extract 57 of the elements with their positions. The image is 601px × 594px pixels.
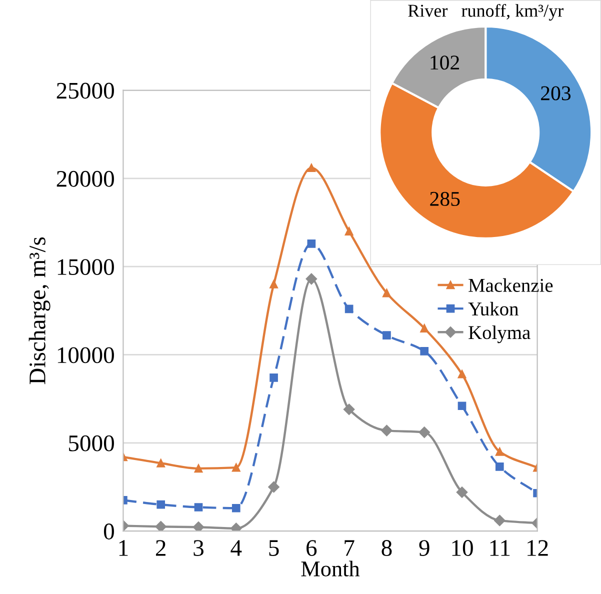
x-tick-label: 10 xyxy=(452,540,473,556)
point xyxy=(270,373,278,382)
chart-title: River runoff, km³/yr xyxy=(408,4,564,21)
data-label: 285 xyxy=(430,192,460,206)
y-tick-label: 0 xyxy=(104,524,114,540)
data-label: 102 xyxy=(430,56,460,70)
x-tick-label: 8 xyxy=(382,540,392,556)
point xyxy=(418,426,430,438)
point xyxy=(458,370,466,378)
point xyxy=(232,504,240,512)
y-tick-label: 20000 xyxy=(56,170,114,187)
y-tick-label: 25000 xyxy=(56,82,114,99)
point xyxy=(194,464,203,473)
point xyxy=(494,514,506,526)
point xyxy=(268,481,280,493)
point xyxy=(495,462,504,471)
point xyxy=(194,503,203,512)
point xyxy=(192,522,204,532)
x-tick-label: 6 xyxy=(306,540,317,556)
point xyxy=(230,522,242,532)
x-tick-label: 1 xyxy=(119,540,128,556)
point xyxy=(381,424,392,436)
y-tick-label: 10000 xyxy=(58,347,114,364)
point xyxy=(495,448,504,456)
point xyxy=(382,331,391,340)
y-tick-label: 15000 xyxy=(58,259,114,276)
point xyxy=(420,324,429,332)
point xyxy=(156,500,166,509)
point xyxy=(420,347,429,356)
y-tick-label: 5000 xyxy=(69,435,114,452)
point xyxy=(458,402,466,410)
y-axis-title: Discharge, m³/s xyxy=(28,237,50,384)
point xyxy=(307,164,316,172)
point xyxy=(382,288,391,298)
data-label: 203 xyxy=(541,86,571,100)
point xyxy=(156,458,166,468)
legend-label: Kolyma xyxy=(468,325,530,344)
point xyxy=(456,486,468,498)
x-tick-label: 7 xyxy=(344,540,354,556)
point xyxy=(344,304,354,314)
x-tick-label: 2 xyxy=(156,540,166,556)
legend-label: Mackenzie xyxy=(468,278,553,292)
point xyxy=(344,227,354,236)
x-tick-label: 11 xyxy=(490,540,510,556)
point xyxy=(306,273,318,285)
point xyxy=(270,280,278,288)
x-tick-label: 5 xyxy=(269,540,279,556)
point xyxy=(232,463,240,472)
point xyxy=(307,240,316,248)
legend-label: Yukon xyxy=(468,302,518,316)
x-axis-title: Month xyxy=(301,560,360,576)
x-tick-label: 3 xyxy=(194,540,204,556)
point xyxy=(343,404,355,415)
x-tick-label: 12 xyxy=(528,540,548,556)
x-tick-label: 4 xyxy=(230,540,242,556)
x-tick-label: 9 xyxy=(419,540,430,556)
point xyxy=(155,521,166,532)
